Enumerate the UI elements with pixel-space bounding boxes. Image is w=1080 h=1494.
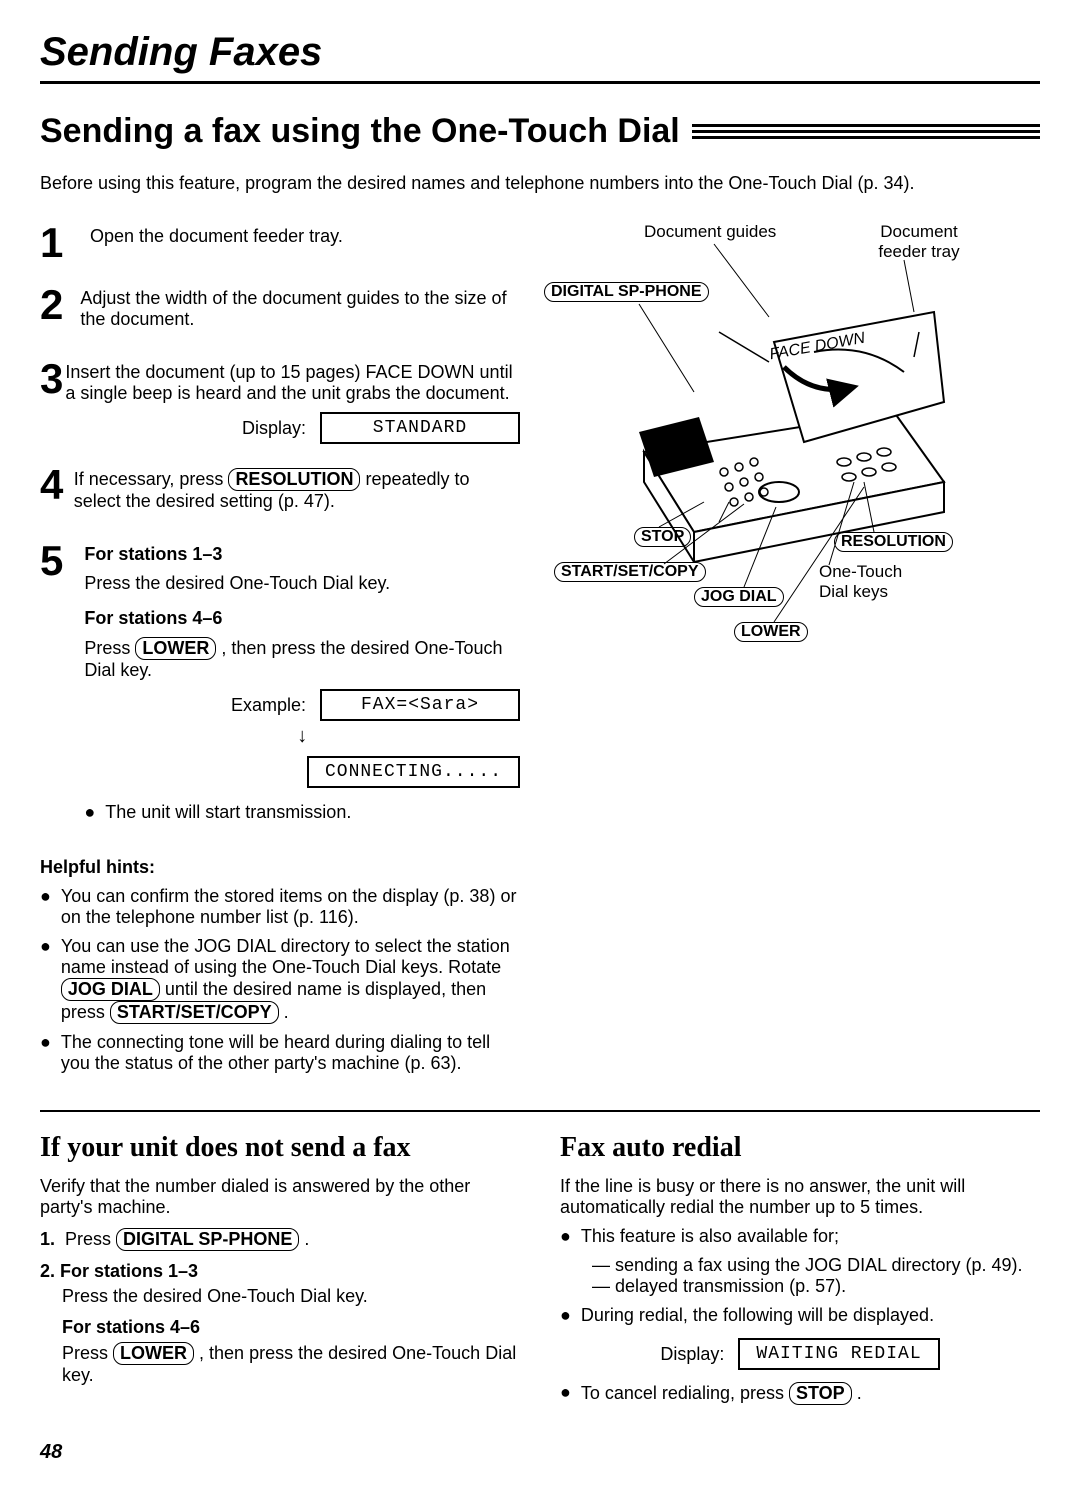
step-3-text: Insert the document (up to 15 pages) FAC… [65, 362, 520, 404]
step-2-text: Adjust the width of the document guides … [80, 288, 520, 330]
section-title-row: Sending a fax using the One-Touch Dial [40, 112, 1040, 151]
steps-column: 1 Open the document feeder tray. 2 Adjus… [40, 222, 520, 1082]
step-5a-title: For stations 1–3 [84, 544, 520, 565]
digital-sp-phone-key: DIGITAL SP-PHONE [116, 1228, 299, 1251]
lcd-display: WAITING REDIAL [738, 1338, 939, 1370]
bullet-text: During redial, the following will be dis… [581, 1305, 934, 1326]
lower-left-intro: Verify that the number dialed is answere… [40, 1176, 520, 1218]
section-divider [40, 1110, 1040, 1112]
numbered-item-2: 2. For stations 1–3 Press the desired On… [40, 1261, 520, 1386]
step-3: 3 Insert the document (up to 15 pages) F… [40, 358, 520, 444]
step-4: 4 If necessary, press RESOLUTION repeate… [40, 464, 520, 520]
diagram-leader-lines [544, 222, 1024, 652]
lcd-display: STANDARD [320, 412, 520, 444]
bullet-icon: ● [84, 802, 95, 823]
lcd-display: FAX=<Sara> [320, 689, 520, 721]
hint-3: The connecting tone will be heard during… [61, 1032, 520, 1074]
jog-dial-key: JOG DIAL [61, 978, 160, 1001]
page-number: 48 [40, 1441, 1040, 1464]
numbered-item-1: 1. Press DIGITAL SP-PHONE . [40, 1228, 520, 1251]
step-2: 2 Adjust the width of the document guide… [40, 284, 520, 338]
step-number: 4 [40, 464, 74, 506]
hint-2: You can use the JOG DIAL directory to se… [61, 936, 520, 1024]
hints-section: Helpful hints: ● You can confirm the sto… [40, 857, 520, 1074]
step-number: 3 [40, 358, 65, 400]
fax-diagram: Document guides Document feeder tray DIG… [544, 222, 1024, 652]
lower-right-intro: If the line is busy or there is no answe… [560, 1176, 1040, 1218]
lcd-display: CONNECTING..... [307, 756, 520, 788]
subsection-title: Fax auto redial [560, 1132, 1040, 1164]
subsection-title: If your unit does not send a fax [40, 1132, 520, 1164]
intro-text: Before using this feature, program the d… [40, 173, 1040, 194]
section-rule [692, 124, 1040, 139]
step-number: 5 [40, 540, 84, 582]
bullet-icon: ● [40, 936, 51, 1024]
bullet-text: To cancel redialing, press STOP . [581, 1382, 862, 1405]
arrow-down-icon: ↓ [84, 725, 520, 748]
chapter-title: Sending Faxes [40, 30, 1040, 84]
bullet-text: This feature is also available for; [581, 1226, 839, 1247]
stop-key: STOP [789, 1382, 852, 1405]
diagram-column: Document guides Document feeder tray DIG… [544, 222, 1040, 1082]
lower-right-column: Fax auto redial If the line is busy or t… [560, 1132, 1040, 1413]
lower-left-column: If your unit does not send a fax Verify … [40, 1132, 520, 1413]
bullet-icon: ● [560, 1226, 571, 1247]
lower-columns: If your unit does not send a fax Verify … [40, 1132, 1040, 1413]
display-label: Display: [242, 418, 306, 439]
bullet-icon: ● [40, 886, 51, 928]
step-4-text: If necessary, press RESOLUTION repeatedl… [74, 468, 520, 512]
bullet-icon: ● [560, 1305, 571, 1326]
bullet-icon: ● [40, 1032, 51, 1074]
step-5: 5 For stations 1–3 Press the desired One… [40, 540, 520, 831]
resolution-key: RESOLUTION [228, 468, 360, 491]
hint-1: You can confirm the stored items on the … [61, 886, 520, 928]
step-5-after: The unit will start transmission. [105, 802, 351, 823]
sub-list-item: — sending a fax using the JOG DIAL direc… [592, 1255, 1040, 1276]
example-label: Example: [231, 695, 306, 716]
bullet-icon: ● [560, 1382, 571, 1405]
start-set-copy-key: START/SET/COPY [110, 1001, 279, 1024]
upper-columns: 1 Open the document feeder tray. 2 Adjus… [40, 222, 1040, 1082]
step-1: 1 Open the document feeder tray. [40, 222, 520, 264]
step-number: 1 [40, 222, 90, 264]
step-5b-text: Press LOWER , then press the desired One… [84, 637, 520, 681]
sub-list-item: — delayed transmission (p. 57). [592, 1276, 1040, 1297]
lower-key: LOWER [113, 1342, 194, 1365]
step-5a-text: Press the desired One-Touch Dial key. [84, 573, 520, 594]
section-title: Sending a fax using the One-Touch Dial [40, 112, 680, 151]
display-label: Display: [660, 1344, 724, 1365]
step-number: 2 [40, 284, 80, 326]
hints-title: Helpful hints: [40, 857, 520, 878]
lower-key: LOWER [135, 637, 216, 660]
step-5b-title: For stations 4–6 [84, 608, 520, 629]
step-1-text: Open the document feeder tray. [90, 226, 343, 247]
